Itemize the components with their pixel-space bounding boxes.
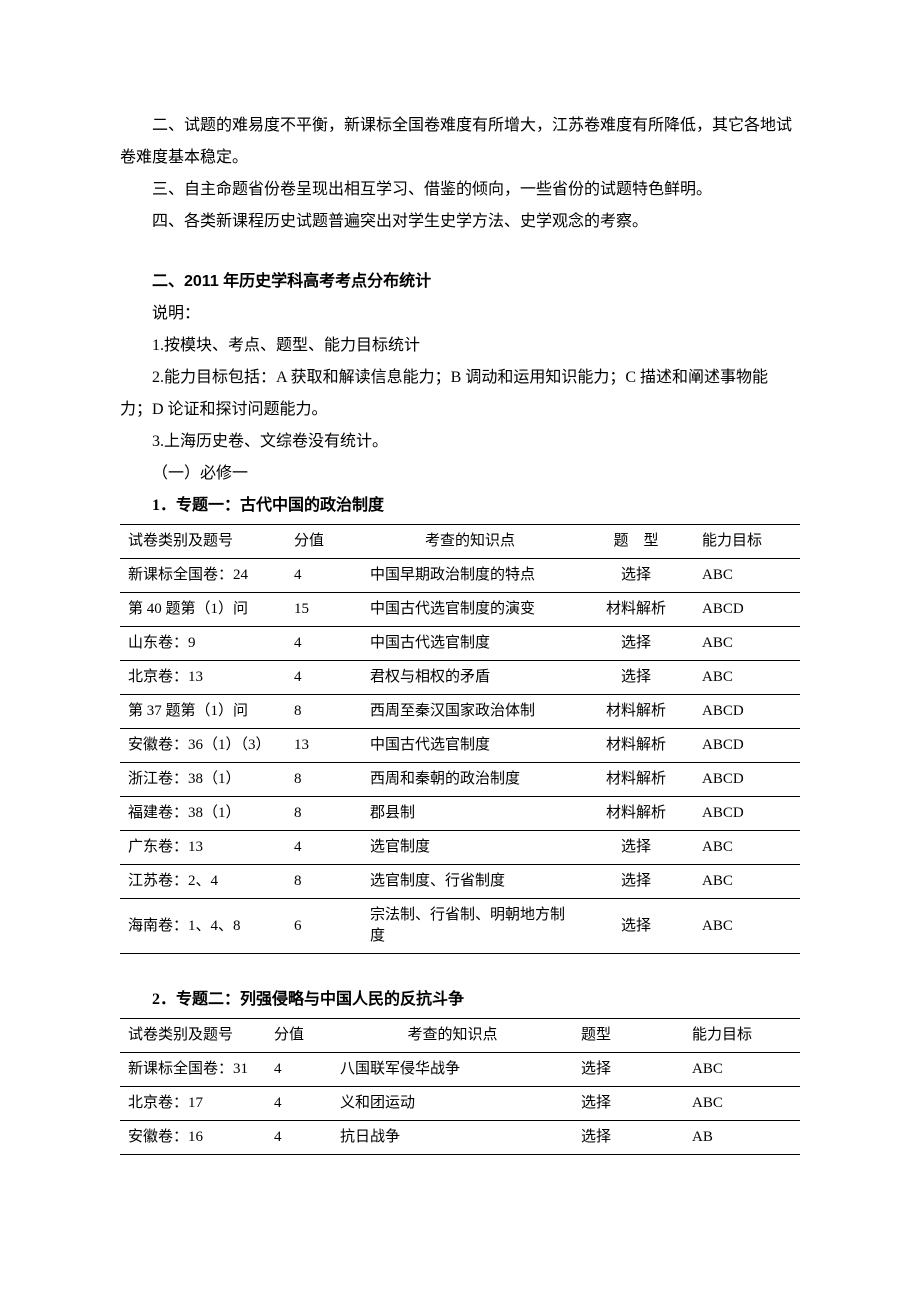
table-2-title: 2．专题二：列强侵略与中国人民的反抗斗争 [120,984,800,1016]
table-2-col-3: 考查的知识点 [332,1019,573,1053]
table-row: 江苏卷：2、48选官制度、行省制度选择ABC [120,865,800,899]
table-row: 北京卷：174义和团运动选择ABC [120,1087,800,1121]
subsection-1: （一）必修一 [120,458,800,490]
table-2-col-5: 能力目标 [684,1019,800,1053]
table-2-col-1: 试卷类别及题号 [120,1019,266,1053]
note-2: 2.能力目标包括：A 获取和解读信息能力；B 调动和运用知识能力；C 描述和阐述… [120,362,800,426]
table-1-col-5: 能力目标 [694,525,800,559]
table-row: 第 40 题第（1）问15中国古代选官制度的演变材料解析ABCD [120,593,800,627]
table-row: 安徽卷：36（1）（3）13中国古代选官制度材料解析ABCD [120,729,800,763]
table-2-col-4: 题型 [573,1019,684,1053]
table-row: 安徽卷：164抗日战争选择AB [120,1121,800,1155]
table-row: 福建卷：38（1）8郡县制材料解析ABCD [120,797,800,831]
intro-paragraph-2: 二、试题的难易度不平衡，新课标全国卷难度有所增大，江苏卷难度有所降低，其它各地试… [120,110,800,174]
table-2-header: 试卷类别及题号 分值 考查的知识点 题型 能力目标 [120,1019,800,1053]
section-2-heading: 二、2011 年历史学科高考考点分布统计 [120,266,800,298]
note-3: 3.上海历史卷、文综卷没有统计。 [120,426,800,458]
table-row: 浙江卷：38（1）8西周和秦朝的政治制度材料解析ABCD [120,763,800,797]
table-row: 海南卷：1、4、86宗法制、行省制、明朝地方制度选择ABC [120,899,800,954]
table-row: 新课标全国卷：244中国早期政治制度的特点选择ABC [120,559,800,593]
table-1-col-3: 考查的知识点 [362,525,578,559]
table-row: 新课标全国卷：314八国联军侵华战争选择ABC [120,1053,800,1087]
document-page: 二、试题的难易度不平衡，新课标全国卷难度有所增大，江苏卷难度有所降低，其它各地试… [0,0,920,1247]
table-row: 广东卷：134选官制度选择ABC [120,831,800,865]
intro-paragraph-3: 三、自主命题省份卷呈现出相互学习、借鉴的倾向，一些省份的试题特色鲜明。 [120,174,800,206]
table-1: 试卷类别及题号 分值 考查的知识点 题 型 能力目标 新课标全国卷：244中国早… [120,524,800,954]
table-2-col-2: 分值 [266,1019,332,1053]
table-1-title: 1．专题一：古代中国的政治制度 [120,490,800,522]
notes-label: 说明： [120,298,800,330]
table-row: 北京卷：134君权与相权的矛盾选择ABC [120,661,800,695]
table-1-header: 试卷类别及题号 分值 考查的知识点 题 型 能力目标 [120,525,800,559]
note-1: 1.按模块、考点、题型、能力目标统计 [120,330,800,362]
table-row: 山东卷：94中国古代选官制度选择ABC [120,627,800,661]
table-1-col-4: 题 型 [578,525,694,559]
intro-paragraph-4: 四、各类新课程历史试题普遍突出对学生史学方法、史学观念的考察。 [120,206,800,238]
table-row: 第 37 题第（1）问8西周至秦汉国家政治体制材料解析ABCD [120,695,800,729]
table-2: 试卷类别及题号 分值 考查的知识点 题型 能力目标 新课标全国卷：314八国联军… [120,1018,800,1155]
table-1-col-1: 试卷类别及题号 [120,525,286,559]
table-1-col-2: 分值 [286,525,362,559]
